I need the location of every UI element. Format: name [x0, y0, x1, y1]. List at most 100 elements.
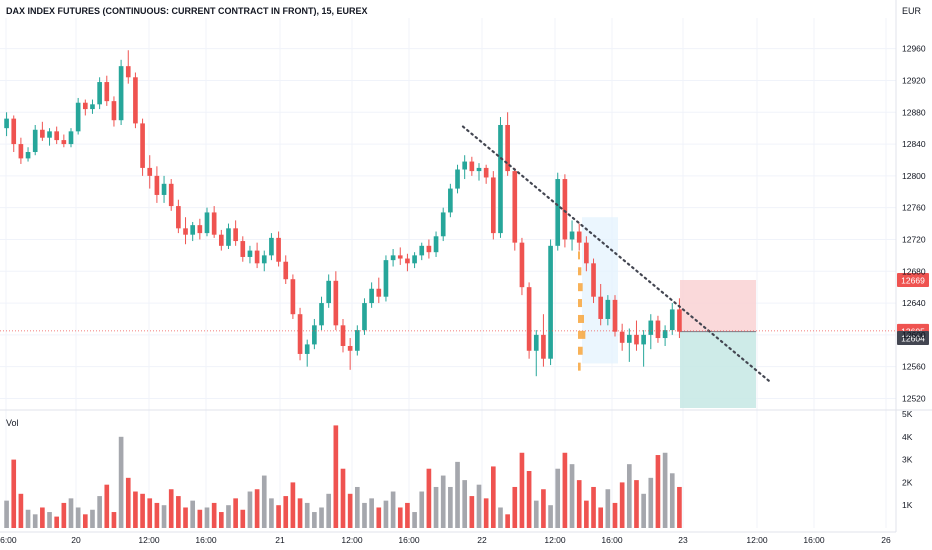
volume-bar [462, 480, 468, 528]
volume-bar [218, 512, 224, 528]
volume-bar [619, 482, 625, 528]
volume-bar [32, 514, 38, 528]
candle-body [290, 279, 296, 315]
volume-bar [455, 461, 460, 528]
currency-label: EUR [902, 6, 922, 16]
time-tick-label: 22 [477, 535, 487, 545]
candle-body [369, 288, 374, 304]
volume-bar [347, 493, 353, 528]
volume-bar [476, 484, 482, 528]
volume-bar [118, 436, 124, 528]
time-tick-label: 12:00 [138, 535, 160, 545]
candle-body [412, 255, 417, 264]
candle-body [397, 255, 403, 259]
candle-body [526, 287, 532, 351]
price-tick-label: 12720 [902, 234, 926, 244]
volume-bar [290, 482, 296, 528]
highlight-box [582, 217, 618, 364]
volume-bar [340, 468, 346, 528]
candle-body [641, 334, 646, 345]
candle-body [154, 175, 160, 195]
volume-bar [383, 500, 389, 528]
candle-body [161, 183, 167, 195]
candle-body [469, 161, 475, 172]
candle-body [247, 250, 253, 257]
volume-bar [541, 489, 546, 528]
candle-body [598, 296, 604, 319]
volume-bar [612, 502, 618, 528]
volume-profile-bar [578, 362, 581, 371]
price-tick-label: 12760 [902, 203, 926, 213]
grid-lines [0, 0, 932, 533]
volume-bar [362, 502, 367, 528]
volume-bar [376, 507, 382, 528]
volume-profile-bar [578, 299, 582, 308]
volume-bar [204, 507, 210, 528]
candle-body [576, 231, 582, 243]
volume-bar [483, 498, 489, 528]
time-tick-label: 16:00 [398, 535, 420, 545]
volume-bar [240, 509, 246, 528]
volume-tick-label: 4K [902, 432, 913, 442]
volume-bar [390, 491, 396, 528]
price-tick-label: 12520 [902, 393, 926, 403]
volume-bar [161, 505, 167, 528]
volume-bar [190, 500, 196, 528]
volume-bar [247, 491, 253, 528]
candle-body [376, 288, 382, 297]
volume-bar [641, 493, 646, 528]
price-tick-label: 12920 [902, 75, 926, 85]
volume-bar [11, 459, 17, 528]
candle-body [383, 260, 389, 297]
candle-body [433, 236, 439, 253]
volume-layer [4, 425, 682, 528]
volume-bar [104, 484, 110, 528]
candle-body [269, 237, 274, 256]
volume-bar [176, 496, 181, 528]
volume-bar [147, 498, 153, 528]
volume-profile-bar [578, 267, 582, 276]
candle-body [648, 320, 654, 335]
candle-body [118, 66, 124, 121]
candle-body [333, 280, 339, 326]
candle-body [168, 183, 174, 207]
candle-body [111, 101, 117, 121]
volume-bar [648, 477, 654, 528]
candle-body [354, 330, 360, 351]
candle-body [569, 231, 575, 240]
volume-bar [469, 496, 475, 528]
candle-body [11, 118, 17, 145]
volume-bar [47, 512, 52, 528]
volume-bar [669, 473, 675, 528]
candle-body [47, 131, 52, 138]
volume-bar [25, 509, 31, 528]
volume-bar [40, 507, 45, 528]
candle-body [197, 225, 203, 234]
candle-body [226, 228, 231, 246]
candle-body [283, 261, 289, 280]
candle-body [490, 177, 496, 234]
volume-tick-label: 3K [902, 455, 913, 465]
candle-body [326, 280, 332, 304]
volume-bar [369, 498, 374, 528]
candle-body [505, 124, 510, 172]
price-badge-label: 12604 [901, 334, 925, 344]
volume-bar [283, 496, 289, 528]
volume-bar [125, 477, 131, 528]
price-badge-label: 12669 [901, 276, 925, 286]
price-tick-label: 12800 [902, 171, 926, 181]
volume-bar [140, 493, 145, 528]
volume-bar [61, 502, 67, 528]
candle-body [147, 167, 153, 176]
volume-bar [634, 480, 639, 528]
candle-body [584, 242, 589, 264]
candle-body [390, 255, 396, 261]
candle-body [254, 250, 260, 264]
time-tick-label: 21 [275, 535, 285, 545]
candle-body [548, 245, 553, 359]
candle-body [133, 77, 138, 124]
candle-body [319, 303, 324, 326]
volume-bar [397, 507, 403, 528]
